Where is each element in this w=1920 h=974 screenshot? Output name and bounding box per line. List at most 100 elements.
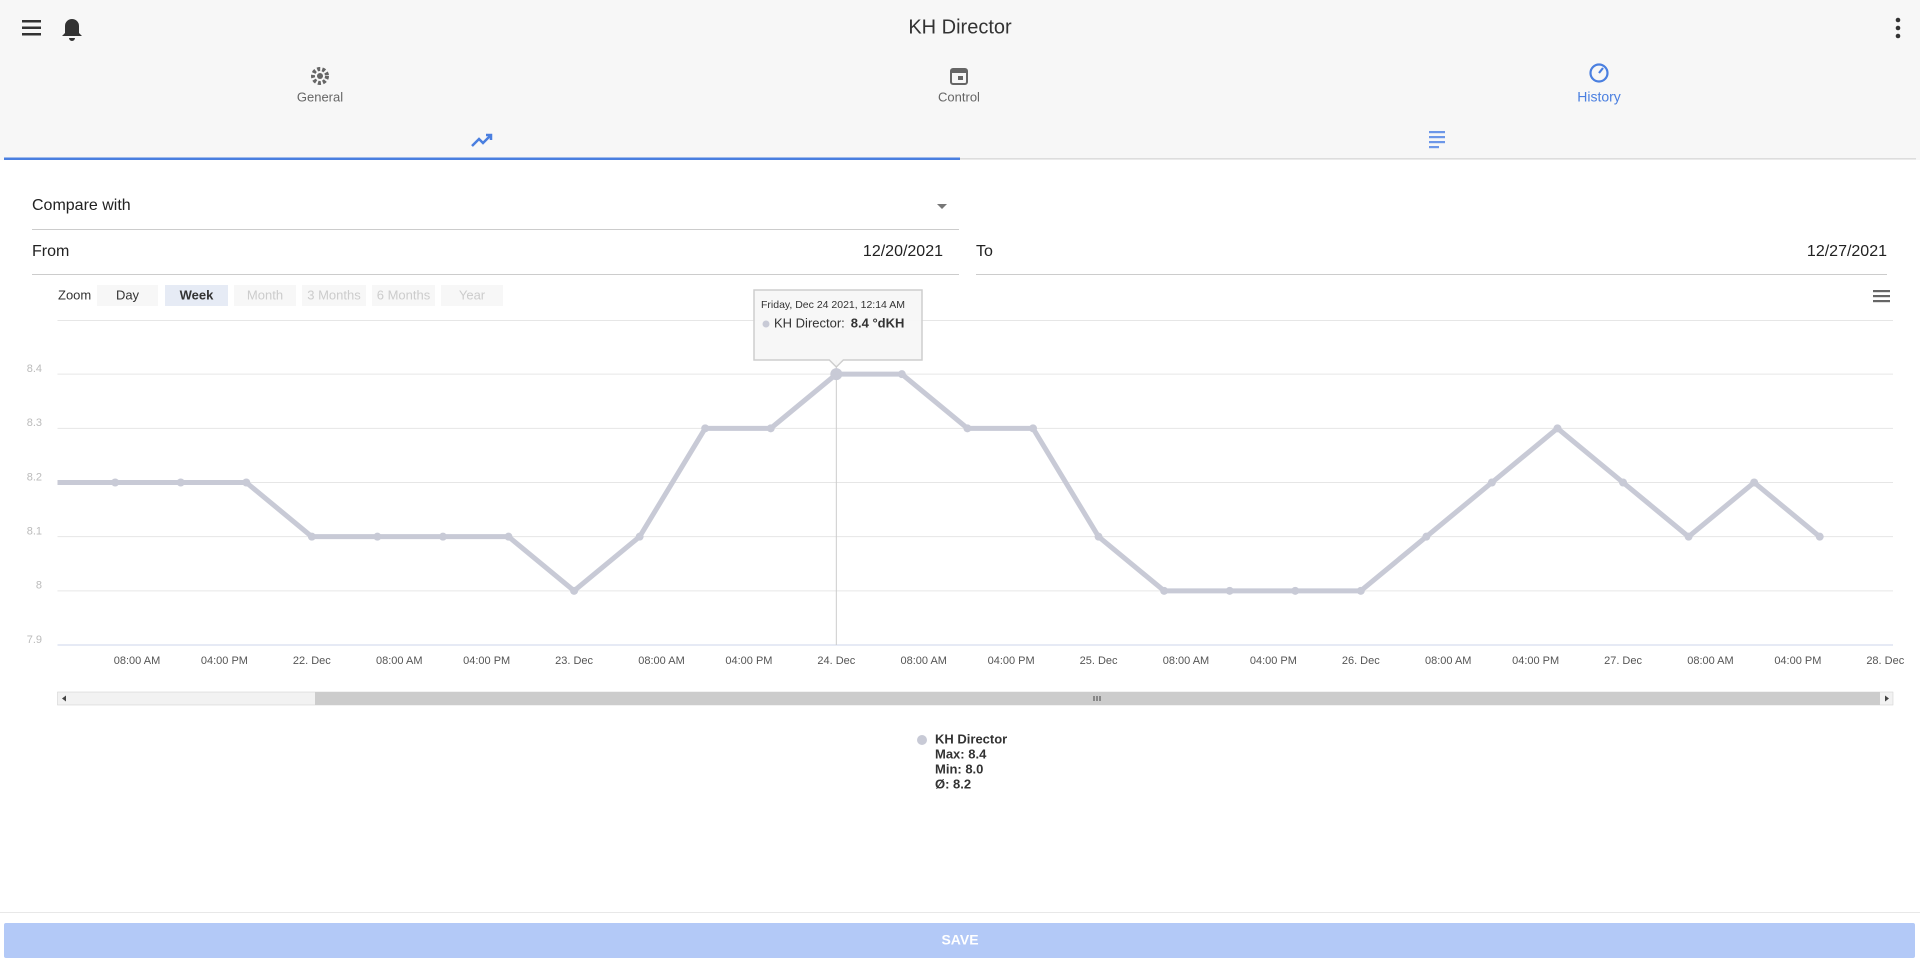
x-tick-label: 04:00 PM [1250, 655, 1297, 667]
x-tick-label: 27. Dec [1604, 655, 1642, 667]
point[interactable] [963, 424, 972, 433]
point[interactable] [1553, 424, 1562, 433]
field-value: 12/27/2021 [1807, 243, 1887, 260]
zoom-button-label: Day [116, 287, 140, 302]
legend[interactable]: KH Director Max: 8.4 Min: 8.0 Ø: 8.2 [917, 731, 1007, 791]
list-subtab-icon[interactable] [1429, 131, 1445, 149]
point[interactable] [46, 479, 54, 487]
tooltip-dot [762, 320, 770, 328]
point[interactable] [1291, 586, 1300, 595]
x-tick-label: 04:00 PM [725, 655, 772, 667]
active-tab-underline [4, 157, 960, 160]
app-title: KH Director [908, 16, 1012, 38]
tab-label: History [1577, 89, 1621, 105]
zoom-button-label: Year [459, 287, 486, 302]
tooltip-date: Friday, Dec 24 2021, 12:14 AM [761, 299, 905, 311]
x-tick-label: 08:00 AM [638, 655, 684, 667]
zoom-button[interactable]: Week [165, 285, 228, 306]
y-tick-label: 8.1 [27, 526, 42, 538]
chart-menu[interactable] [1873, 290, 1890, 303]
point[interactable] [242, 478, 251, 487]
point[interactable] [1422, 532, 1431, 541]
tab[interactable]: Control [938, 68, 980, 104]
zoom-button-label: 6 Months [377, 287, 431, 302]
point[interactable] [897, 370, 906, 379]
select-label: Compare with [32, 197, 131, 214]
point[interactable] [111, 478, 120, 487]
to-field[interactable]: To 12/27/2021 [976, 243, 1887, 275]
point[interactable] [1029, 424, 1037, 433]
tooltip: Friday, Dec 24 2021, 12:14 AM KH Director… [753, 289, 923, 369]
chart-subtab-icon[interactable] [471, 133, 493, 147]
zoom-button[interactable]: 6 Months [372, 285, 435, 306]
legend-max: Max: 8.4 [935, 746, 987, 761]
point[interactable] [504, 532, 513, 541]
point[interactable] [1684, 532, 1693, 541]
from-field[interactable]: From 12/20/2021 [32, 243, 959, 275]
compare-select[interactable]: Compare with [32, 197, 959, 230]
tab[interactable]: General [297, 67, 343, 104]
point[interactable] [1815, 532, 1824, 541]
zoom-button[interactable]: Day [97, 285, 158, 306]
point[interactable] [701, 424, 710, 433]
y-tick-label: 8.4 [27, 363, 42, 375]
x-tick-label: 04:00 PM [1512, 655, 1559, 667]
zoom-label: Zoom [58, 287, 91, 302]
point[interactable] [635, 532, 644, 541]
zoom-buttons: Day Week Month 3 Months 6 Months Year [97, 285, 503, 306]
y-tick-label: 8.2 [27, 471, 42, 483]
zoom-button[interactable]: Year [441, 285, 503, 306]
y-tick-label: 8 [36, 580, 42, 592]
point[interactable] [438, 532, 447, 541]
point[interactable] [307, 532, 316, 541]
zoom-button[interactable]: Month [234, 285, 296, 306]
plot-border [57, 320, 1893, 321]
footer-divider [0, 912, 1920, 913]
y-tick-label: 7.9 [27, 634, 42, 646]
tooltip-value: 8.4 °dKH [851, 315, 905, 330]
point[interactable] [1750, 478, 1759, 487]
x-tick-label: 08:00 AM [900, 655, 946, 667]
save-label: SAVE [941, 932, 978, 948]
legend-name: KH Director [935, 731, 1007, 746]
point[interactable] [1356, 586, 1365, 595]
legend-avg: Ø: 8.2 [935, 776, 971, 791]
tooltip-series: KH Director: [774, 315, 845, 330]
x-tick-label: 22. Dec [293, 655, 331, 667]
tab-divider [960, 158, 1916, 160]
zoom-button-label: Week [180, 287, 214, 302]
point[interactable] [1225, 586, 1234, 595]
zoom-button-label: 3 Months [307, 287, 361, 302]
zoom-button-bg [234, 285, 296, 306]
x-tick-label: 24. Dec [817, 655, 855, 667]
x-tick-label: 28. Dec [1866, 655, 1904, 667]
zoom-button[interactable]: 3 Months [302, 285, 366, 306]
point[interactable] [1094, 532, 1103, 541]
x-tick-label: 23. Dec [555, 655, 593, 667]
point[interactable] [1160, 586, 1169, 595]
x-tick-label: 26. Dec [1342, 655, 1380, 667]
point[interactable] [373, 532, 382, 541]
x-tick-label: 08:00 AM [1425, 655, 1471, 667]
point[interactable] [1619, 478, 1628, 487]
menu-icon[interactable] [22, 20, 41, 36]
point[interactable] [766, 424, 775, 433]
bell-icon[interactable] [62, 19, 82, 41]
scrollbar[interactable] [57, 691, 1894, 706]
point[interactable] [176, 478, 185, 487]
point[interactable] [1487, 478, 1496, 487]
x-tick-label: 04:00 PM [988, 655, 1035, 667]
zoom-button-bg [97, 285, 158, 306]
field-label: To [976, 243, 993, 260]
tab-label: Control [938, 89, 980, 104]
series-line [57, 371, 1822, 594]
tooltip-box [753, 289, 923, 369]
save-button[interactable]: SAVE [4, 923, 1915, 958]
plot: 7.9 8 8.1 8.2 8.3 8.4 08:00 AM 04:00 PM 22. Dec 0… [27, 289, 1905, 667]
point[interactable] [570, 586, 579, 595]
point[interactable] [830, 368, 843, 381]
tab[interactable]: History [1577, 63, 1621, 105]
x-tick-label: 04:00 PM [201, 655, 248, 667]
more-icon[interactable] [1895, 17, 1901, 39]
